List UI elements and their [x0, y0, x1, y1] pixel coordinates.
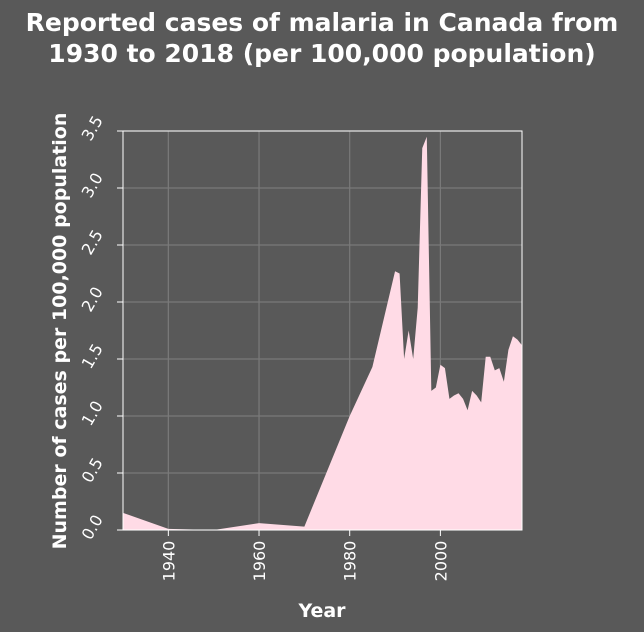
- chart-title-line-1: Reported cases of malaria in Canada from: [26, 8, 619, 37]
- cases-area: [123, 136, 522, 530]
- y-tick-label: 2.0: [78, 283, 107, 315]
- chart-title-line-2: 1930 to 2018 (per 100,000 population): [48, 39, 595, 68]
- x-tick-label: 1980: [341, 541, 360, 582]
- x-tick-label: 1940: [159, 541, 178, 582]
- y-axis-label: Number of cases per 100,000 population: [49, 113, 71, 550]
- plot-frame: [122, 130, 523, 531]
- y-tick-label: 0.0: [78, 511, 107, 543]
- y-tick-label: 0.5: [78, 454, 107, 486]
- y-tick-label: 2.5: [78, 226, 107, 258]
- y-tick-label: 3.5: [78, 112, 107, 144]
- y-tick-label: 1.0: [78, 397, 107, 429]
- x-tick-label: 2000: [431, 541, 450, 582]
- x-axis-label: Year: [297, 600, 346, 622]
- x-tick-label: 1960: [250, 541, 269, 582]
- y-tick-label: 1.5: [78, 340, 107, 372]
- y-tick-label: 3.0: [78, 169, 107, 201]
